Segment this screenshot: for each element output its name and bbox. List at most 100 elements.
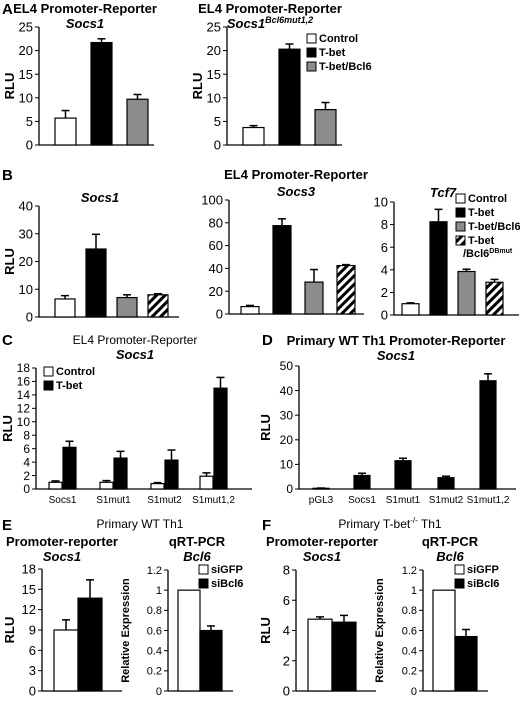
y-tick-label: 2 bbox=[23, 469, 30, 483]
y-tick-label: 20 bbox=[209, 284, 223, 299]
bar-t-bet-bcl6-dbmut bbox=[485, 281, 504, 316]
chart-d: 0 10 20 30 40 50 RLU pGL3 Socs1 S1mut1 S1mut2 S1mut… bbox=[258, 359, 516, 506]
y-tick-label: 0 bbox=[156, 686, 162, 698]
legend-b-swatch-control bbox=[455, 193, 466, 204]
y-tick-label: 0.6 bbox=[147, 625, 162, 637]
bar-t-bet bbox=[90, 41, 113, 146]
e2-gene: Bcl6 bbox=[183, 549, 211, 564]
bar-control bbox=[240, 305, 260, 315]
panel-label-a: A bbox=[2, 1, 13, 18]
f2-title: qRT-PCR bbox=[422, 534, 479, 549]
y-tick-label: 0 bbox=[26, 310, 33, 325]
y-tick-label: 10 bbox=[19, 282, 33, 297]
legend-b-label-dbmut-sup: DBmut bbox=[489, 248, 513, 255]
legend-b-label-dbmut-base: /Bcl6 bbox=[463, 248, 489, 260]
legend-a-label-tbet-bcl6: T-bet/Bcl6 bbox=[319, 61, 372, 73]
chart-a1: 0 5 10 15 20 25 RLU bbox=[2, 20, 154, 153]
bar-t-bet bbox=[113, 457, 128, 490]
y-axis-label: RLU bbox=[258, 617, 273, 644]
b3-gene: Tcf7 bbox=[430, 185, 457, 200]
f-title-sup: -/- bbox=[410, 516, 418, 525]
bar-t-bet-bcl6 bbox=[304, 281, 324, 315]
bar-control bbox=[54, 298, 76, 318]
y-tick-label: 4 bbox=[23, 455, 30, 469]
y-tick-label: 10 bbox=[374, 195, 388, 210]
bar-t-bet bbox=[85, 248, 107, 318]
e2-title: qRT-PCR bbox=[169, 534, 226, 549]
y-axis-label: RLU bbox=[2, 73, 17, 100]
y-tick-label: 1 bbox=[156, 585, 162, 597]
f1-gene: Socs1 bbox=[303, 549, 341, 564]
y-tick-label: 20 bbox=[280, 433, 294, 447]
bar-sigfp bbox=[307, 618, 333, 692]
bar-t-bet-bcl6 bbox=[457, 270, 476, 316]
y-tick-label: 0.6 bbox=[402, 625, 417, 637]
y-tick-label: 20 bbox=[207, 43, 221, 58]
bar-control bbox=[99, 481, 114, 490]
y-tick-label: 0 bbox=[381, 308, 388, 323]
bar-t-bet bbox=[213, 387, 228, 490]
bar-t-bet bbox=[278, 48, 301, 146]
y-axis-label: RLU bbox=[0, 415, 15, 442]
a1-gene: Socs1 bbox=[66, 16, 104, 31]
y-tick-label: 18 bbox=[22, 562, 36, 577]
legend-f-swatch-sigfp bbox=[454, 564, 465, 575]
legend-a-swatch-tbet-bcl6 bbox=[306, 61, 317, 72]
bar-s1mut2 bbox=[437, 477, 455, 490]
y-tick-label: 0 bbox=[286, 482, 293, 496]
bar-sibcl6 bbox=[331, 621, 357, 692]
y-tick-label: 9 bbox=[29, 623, 36, 638]
legend-b-label-tbet-bcl6: T-bet/Bcl6 bbox=[468, 221, 520, 233]
y-tick-label: 40 bbox=[19, 199, 33, 214]
y-tick-label: 3 bbox=[29, 663, 36, 678]
bar-sigfp bbox=[432, 589, 456, 692]
x-tick-label: Socs1 bbox=[348, 495, 376, 506]
a1-title: EL4 Promoter-Reporter bbox=[13, 1, 157, 16]
a2-gene-sup: Bcl6mut1,2 bbox=[265, 15, 313, 25]
y-axis-label: Relative Expression bbox=[120, 578, 132, 683]
bar-control bbox=[242, 126, 265, 146]
chart-f1: 0 2 4 6 8 RLU bbox=[258, 563, 376, 699]
panel-label-b: B bbox=[2, 167, 13, 184]
x-tick-label: S1mut1,2 bbox=[467, 495, 510, 506]
bar-t-bet-bcl6-dbmut bbox=[336, 264, 356, 315]
y-tick-label: 0 bbox=[283, 684, 290, 699]
y-tick-label: 0.4 bbox=[147, 646, 162, 658]
legend-c-swatch-control bbox=[43, 366, 54, 377]
x-tick-label: S1mut2 bbox=[429, 495, 464, 506]
y-tick-label: 15 bbox=[22, 582, 36, 597]
y-tick-label: 30 bbox=[19, 226, 33, 241]
f-title-post: Th1 bbox=[418, 517, 442, 531]
legend-e-label-sigfp: siGFP bbox=[211, 564, 243, 576]
x-tick-label: S1mut1 bbox=[386, 495, 421, 506]
x-tick-label: pGL3 bbox=[309, 495, 334, 506]
legend-b-label-dbmut-1: T-bet bbox=[468, 235, 495, 247]
y-tick-label: 1 bbox=[411, 585, 417, 597]
b2-gene: Socs3 bbox=[277, 184, 316, 199]
legend-e-swatch-sibcl6 bbox=[198, 578, 209, 589]
e1-title: Promoter-reporter bbox=[6, 534, 118, 549]
bar-socs1 bbox=[353, 474, 371, 490]
panel-label-c: C bbox=[2, 332, 13, 349]
chart-e2: 0 0.2 0.4 0.6 0.8 1 1.2 Relative Expression bbox=[120, 565, 233, 698]
y-tick-label: 4 bbox=[381, 262, 388, 277]
y-tick-label: 6 bbox=[23, 442, 30, 456]
y-tick-label: 2 bbox=[283, 653, 290, 668]
b-title: EL4 Promoter-Reporter bbox=[224, 167, 368, 182]
bar-sibcl6 bbox=[77, 597, 103, 692]
chart-b1: 0 10 20 30 40 RLU bbox=[2, 199, 179, 325]
bar-control bbox=[401, 303, 420, 316]
y-tick-label: 0 bbox=[26, 138, 33, 153]
y-tick-label: 15 bbox=[19, 67, 33, 82]
y-tick-label: 4 bbox=[283, 623, 290, 638]
y-tick-label: 14 bbox=[17, 388, 31, 402]
panel-label-d: D bbox=[262, 332, 273, 349]
legend-e: siGFP siBcl6 bbox=[198, 564, 243, 590]
y-tick-label: 20 bbox=[19, 43, 33, 58]
legend-c-label-tbet: T-bet bbox=[56, 380, 83, 392]
y-tick-label: 6 bbox=[29, 643, 36, 658]
y-tick-label: 12 bbox=[17, 402, 31, 416]
y-tick-label: 0.4 bbox=[402, 646, 417, 658]
y-axis-label: RLU bbox=[190, 73, 205, 100]
